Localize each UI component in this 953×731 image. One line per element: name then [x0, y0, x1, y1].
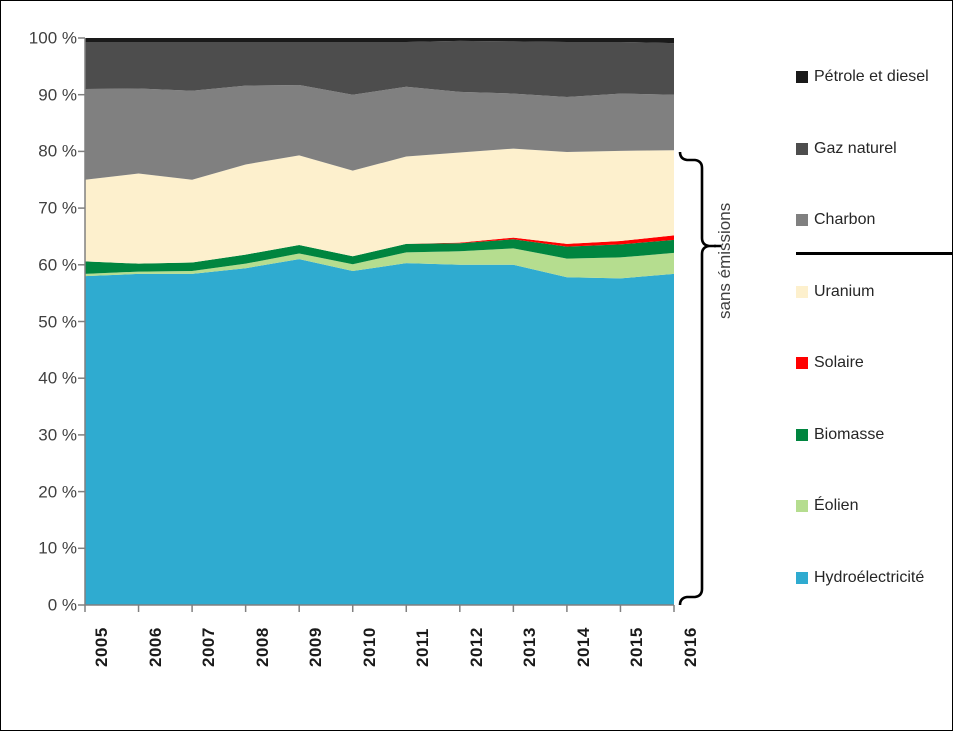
legend-item-solaire[interactable]: Solaire [796, 355, 864, 371]
legend-item-gaz-naturel[interactable]: Gaz naturel [796, 139, 897, 157]
series-layers [85, 38, 674, 605]
legend-divider [796, 252, 952, 255]
legend-swatch-icon [796, 142, 808, 155]
legend-swatch-icon [796, 214, 808, 226]
sans-emissions-bracket [678, 151, 721, 606]
x-axis-tick-labels: 2005 2006 2007 2008 2009 2010 2011 2012 2013 2014… [1, 1, 721, 701]
y-axis-tick-labels: 100 % 90 % 80 % 70 % 60 % 50 % 40 % 30 % 20 % 10 … [1, 1, 77, 701]
legend-swatch-icon [796, 357, 808, 369]
area-series--olien [85, 248, 674, 279]
stacked-area-chart: 100 % 90 % 80 % 70 % 60 % 50 % 40 % 30 % 20 % 10 … [1, 1, 721, 701]
legend-label: Gaz naturel [814, 139, 897, 157]
y-tick-label: 10 % [38, 538, 77, 558]
area-series-charbon [85, 85, 674, 180]
legend-item-charbon[interactable]: Charbon [796, 212, 875, 228]
legend-label: Uranium [814, 282, 875, 300]
x-tick-label: 2007 [199, 627, 219, 667]
legend-item-uranium[interactable]: Uranium [796, 282, 875, 300]
x-tick-label: 2011 [413, 628, 433, 667]
legend-label: Éolien [814, 497, 859, 514]
x-tick-label: 2009 [306, 627, 326, 667]
chart-legend: Pétrole et diesel Gaz naturel Charbon Urani… [796, 1, 952, 730]
legend-swatch-icon [796, 285, 808, 298]
y-tick-label: 60 % [38, 255, 77, 275]
x-tick-label: 2014 [573, 627, 593, 667]
y-tick-label: 0 % [47, 595, 77, 615]
x-tick-label: 2012 [466, 627, 486, 667]
area-series-p-trole-et-diesel [85, 38, 674, 44]
y-tick-label: 80 % [38, 141, 77, 161]
area-series-biomasse [85, 239, 674, 274]
legend-swatch-icon [796, 71, 808, 83]
x-tick-marks [84, 605, 675, 612]
plot-canvas [78, 37, 721, 612]
x-tick-label: 2016 [681, 627, 700, 667]
legend-label: Pétrole et diesel [814, 68, 929, 85]
y-tick-label: 90 % [38, 85, 77, 105]
legend-label: Biomasse [814, 425, 885, 443]
y-tick-label: 100 % [28, 28, 77, 48]
legend-item-biomasse[interactable]: Biomasse [796, 425, 885, 443]
legend-swatch-icon [796, 428, 808, 441]
legend-item-hydro-lectricit-[interactable]: Hydroélectricité [796, 568, 925, 586]
legend-label: Solaire [814, 354, 864, 371]
x-tick-label: 2015 [627, 627, 647, 667]
y-tick-label: 30 % [38, 425, 77, 445]
bracket-annotation-label: sans émissions [715, 202, 734, 319]
area-series-gaz-naturel [85, 40, 674, 97]
y-tick-label: 40 % [38, 368, 77, 388]
legend-label: Hydroélectricité [814, 568, 925, 586]
y-tick-label: 50 % [38, 312, 77, 331]
legend-item-p-trole-et-diesel[interactable]: Pétrole et diesel [796, 69, 929, 85]
legend-swatch-icon [796, 571, 808, 584]
y-tick-label: 20 % [38, 482, 77, 502]
x-tick-label: 2005 [92, 627, 111, 667]
legend-label: Charbon [814, 211, 876, 228]
legend-swatch-icon [796, 500, 808, 512]
x-tick-label: 2013 [520, 627, 540, 667]
y-tick-marks [78, 37, 85, 606]
x-tick-label: 2006 [145, 627, 165, 667]
x-tick-label: 2008 [252, 627, 272, 667]
area-series-uranium [85, 148, 674, 264]
y-tick-label: 70 % [38, 198, 77, 218]
area-series-hydro-lectricit- [85, 259, 674, 605]
legend-item--olien[interactable]: Éolien [796, 498, 858, 514]
x-tick-label: 2010 [359, 627, 379, 667]
